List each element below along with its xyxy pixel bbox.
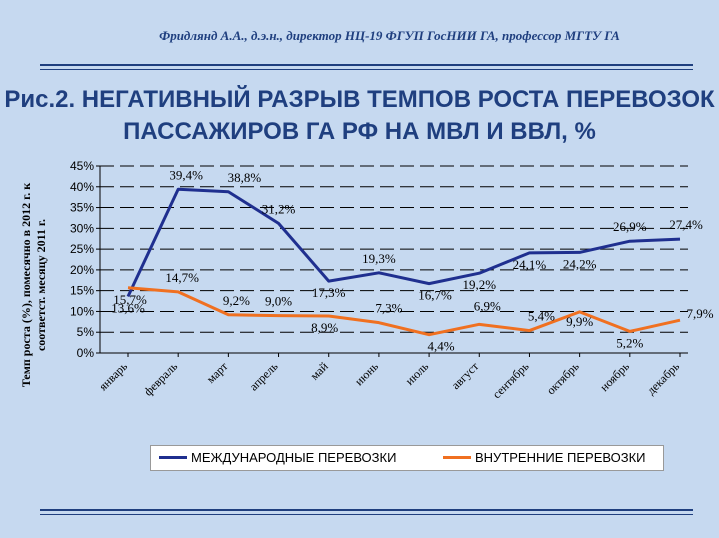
data-label-international: 24,1% <box>513 257 547 272</box>
top-divider <box>40 64 693 66</box>
chart-title-line-2: ПАССАЖИРОВ ГА РФ НА МВЛ И ВВЛ, % <box>123 118 596 145</box>
y-tick-label: 40% <box>70 180 94 194</box>
data-label-domestic: 15,7% <box>113 292 147 307</box>
data-label-domestic: 9,9% <box>566 314 593 329</box>
legend-line-domestic <box>443 456 471 459</box>
x-tick-label: февраль <box>141 359 181 399</box>
y-tick-label: 5% <box>77 325 95 339</box>
data-label-domestic: 6,9% <box>474 298 501 313</box>
data-label-domestic: 14,7% <box>165 270 199 285</box>
y-tick-label: 15% <box>70 284 94 298</box>
x-tick-label: январь <box>96 359 130 393</box>
x-tick-label: октябрь <box>544 359 582 397</box>
top-divider-thin <box>40 69 693 70</box>
data-label-international: 17,3% <box>312 285 346 300</box>
x-tick-label: июль <box>403 359 432 388</box>
legend-label-domestic: ВНУТРЕННИЕ ПЕРЕВОЗКИ <box>475 450 646 465</box>
x-tick-label: июнь <box>352 359 382 389</box>
data-label-international: 26,9% <box>613 219 647 234</box>
data-label-domestic: 8,9% <box>311 320 338 335</box>
data-label-international: 13,6% <box>111 300 145 315</box>
x-tick-label: август <box>449 359 482 392</box>
legend-item-domestic: ВНУТРЕННИЕ ПЕРЕВОЗКИ <box>443 450 645 465</box>
data-label-international: 27,4% <box>669 217 703 232</box>
y-tick-label: 25% <box>70 242 94 256</box>
author-line: Фридлянд А.А., д.э.н., директор НЦ-19 ФГ… <box>159 28 620 43</box>
x-tick-label: май <box>307 359 331 383</box>
data-label-international: 38,8% <box>228 170 262 185</box>
legend-label-international: МЕЖДУНАРОДНЫЕ ПЕРЕВОЗКИ <box>191 450 397 465</box>
legend-line-international <box>159 456 187 459</box>
x-tick-label: сентябрь <box>490 359 532 401</box>
data-label-international: 24,2% <box>563 256 597 271</box>
x-tick-label: декабрь <box>644 359 683 398</box>
y-tick-label: 30% <box>70 221 94 235</box>
data-label-international: 16,7% <box>418 288 452 303</box>
x-tick-label: ноябрь <box>597 359 632 394</box>
y-tick-label: 35% <box>70 201 94 215</box>
bottom-divider <box>40 509 693 511</box>
y-tick-label: 20% <box>70 263 94 277</box>
data-label-international: 19,2% <box>462 277 496 292</box>
data-label-domestic: 9,0% <box>265 294 292 309</box>
data-label-domestic: 7,9% <box>686 306 713 321</box>
series-line-domestic <box>127 286 681 337</box>
bottom-divider-thin <box>40 514 693 515</box>
series-line-international <box>126 187 681 298</box>
legend-item-international: МЕЖДУНАРОДНЫЕ ПЕРЕВОЗКИ <box>159 450 396 465</box>
y-tick-label: 10% <box>70 304 94 318</box>
data-label-domestic: 9,2% <box>223 293 250 308</box>
x-tick-label: март <box>204 359 231 386</box>
data-label-international: 19,3% <box>362 251 396 266</box>
data-label-international: 31,2% <box>262 201 296 216</box>
y-tick-label: 0% <box>77 346 95 360</box>
y-tick-label: 45% <box>70 159 94 173</box>
x-tick-label: апрель <box>246 359 281 394</box>
data-label-domestic: 7,3% <box>375 301 402 316</box>
data-label-domestic: 5,2% <box>616 335 643 350</box>
data-label-international: 39,4% <box>169 167 203 182</box>
data-label-domestic: 4,4% <box>428 339 455 354</box>
chart-title-line-1: Рис.2. НЕГАТИВНЫЙ РАЗРЫВ ТЕМПОВ РОСТА ПЕ… <box>4 86 715 113</box>
chart-title: Рис.2. НЕГАТИВНЫЙ РАЗРЫВ ТЕМПОВ РОСТА ПЕ… <box>0 84 719 148</box>
data-label-domestic: 5,4% <box>528 309 555 324</box>
chart-legend: МЕЖДУНАРОДНЫЕ ПЕРЕВОЗКИ ВНУТРЕННИЕ ПЕРЕВ… <box>150 445 664 471</box>
